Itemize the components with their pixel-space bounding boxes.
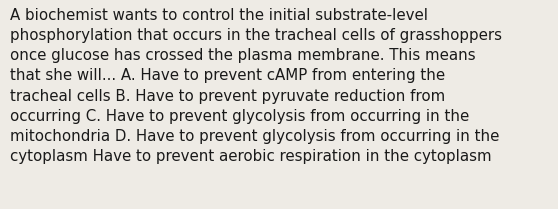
Text: A biochemist wants to control the initial substrate-level
phosphorylation that o: A biochemist wants to control the initia…	[10, 8, 502, 164]
